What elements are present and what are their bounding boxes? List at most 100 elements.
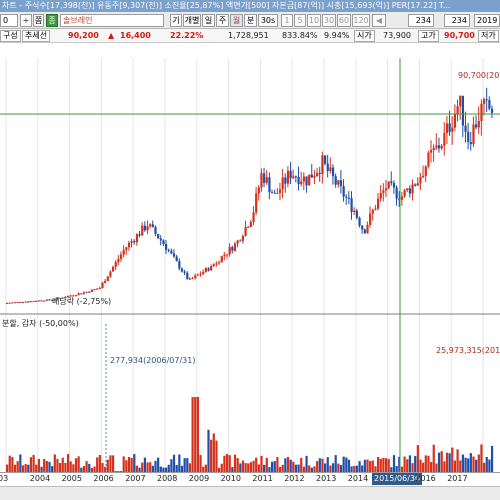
volume-bar bbox=[403, 456, 406, 472]
period-button-month[interactable]: 월 bbox=[230, 14, 243, 27]
volume-bar bbox=[146, 462, 149, 472]
stock-tag-button[interactable]: 쯤 bbox=[33, 14, 44, 27]
volume-bar bbox=[13, 464, 17, 472]
volume-bar bbox=[64, 462, 67, 472]
date-input[interactable]: 2019 bbox=[474, 14, 500, 27]
candle-body bbox=[218, 262, 221, 264]
candle-body bbox=[406, 188, 409, 191]
period-button-30s[interactable]: 30s bbox=[258, 14, 278, 27]
candle-body bbox=[45, 299, 48, 301]
candle-body bbox=[6, 302, 9, 304]
minute-button-5[interactable]: 5 bbox=[294, 14, 306, 27]
volume-bar bbox=[241, 460, 245, 472]
volume-bar bbox=[419, 459, 422, 472]
volume-bar bbox=[135, 465, 139, 472]
volume-bar bbox=[437, 452, 441, 472]
count-input-1[interactable]: 234 bbox=[408, 14, 434, 27]
period-button-day[interactable]: 일 bbox=[202, 14, 215, 27]
volume-bar bbox=[424, 455, 427, 472]
candle-body bbox=[35, 301, 38, 303]
volume-bar bbox=[236, 458, 239, 472]
candle-body bbox=[326, 163, 329, 172]
stock-code-input[interactable]: 0 bbox=[0, 14, 18, 27]
candle-body bbox=[101, 283, 104, 288]
period-button-minute[interactable]: 분 bbox=[244, 14, 257, 27]
candle-body bbox=[127, 242, 131, 248]
candle-body bbox=[138, 234, 141, 236]
candle-body bbox=[125, 247, 128, 251]
volume-bar bbox=[430, 462, 433, 472]
candle-body bbox=[80, 293, 83, 295]
scroll-left-icon[interactable]: ◀ bbox=[372, 14, 386, 27]
volume-bar bbox=[59, 462, 62, 472]
volume-bar bbox=[19, 454, 22, 472]
candle-body bbox=[485, 99, 488, 101]
candle-body bbox=[416, 183, 419, 186]
volume-bar bbox=[16, 461, 19, 472]
stock-name-field[interactable]: 솔브레인 bbox=[60, 14, 164, 27]
volume-rate: 833.84% bbox=[282, 31, 318, 40]
volume-bar bbox=[443, 461, 446, 472]
volume-bar bbox=[6, 464, 9, 472]
candle-body bbox=[302, 176, 305, 182]
candle-body bbox=[159, 238, 162, 241]
candle-body bbox=[472, 124, 475, 145]
minute-button-60[interactable]: 60 bbox=[337, 14, 351, 27]
volume-bar bbox=[170, 459, 173, 472]
stock-arrows-button[interactable]: ÷ bbox=[20, 14, 32, 27]
candle-body bbox=[119, 254, 123, 259]
count-input-2[interactable]: 234 bbox=[444, 14, 470, 27]
volume-bar bbox=[143, 457, 146, 472]
max-price-annotation: 90,700(2019/ bbox=[458, 71, 500, 80]
candle-body bbox=[228, 247, 231, 255]
candle-body bbox=[212, 264, 215, 267]
composition-button[interactable]: 구성 bbox=[0, 30, 21, 42]
candle-body bbox=[180, 268, 184, 272]
volume-bar bbox=[273, 461, 276, 472]
minute-button-30[interactable]: 30 bbox=[322, 14, 336, 27]
volume-bar bbox=[292, 461, 295, 472]
volume-bar bbox=[427, 455, 430, 472]
volume-bar bbox=[469, 453, 472, 472]
minute-button-1[interactable]: 1 bbox=[281, 14, 293, 27]
volume-bar bbox=[281, 464, 284, 472]
minute-button-10[interactable]: 10 bbox=[307, 14, 321, 27]
period-button-gi[interactable]: 기 bbox=[170, 14, 182, 27]
volume-bars bbox=[6, 397, 494, 472]
candle-body bbox=[96, 288, 99, 290]
candle-body bbox=[117, 258, 120, 262]
candle-body bbox=[223, 254, 226, 257]
volume-bar bbox=[106, 459, 109, 472]
x-tick-label: 2012 bbox=[284, 474, 305, 483]
candle-body bbox=[82, 292, 86, 294]
volume-bar bbox=[191, 397, 194, 472]
volume-bar bbox=[448, 453, 451, 472]
volume-bar bbox=[252, 460, 255, 472]
volume-bar bbox=[212, 433, 215, 472]
candle-body bbox=[204, 268, 207, 272]
minute-button-120[interactable]: 120 bbox=[352, 14, 370, 27]
volume-bar bbox=[180, 465, 184, 472]
open-label: 시가 bbox=[354, 30, 375, 42]
candle-body bbox=[424, 166, 427, 176]
volume-bar bbox=[464, 457, 467, 472]
volume-bar bbox=[77, 456, 80, 472]
x-tick-label: 2009 bbox=[188, 474, 210, 483]
period-button-individual[interactable]: 개별 bbox=[183, 14, 201, 27]
candle-body bbox=[361, 225, 364, 230]
volume-bar bbox=[188, 463, 192, 472]
period-button-week[interactable]: 주 bbox=[216, 14, 229, 27]
volume-bar bbox=[157, 457, 160, 472]
candle-body bbox=[93, 289, 96, 291]
volume-bar bbox=[127, 457, 131, 472]
candle-body bbox=[353, 210, 356, 213]
volume-bar bbox=[289, 459, 292, 472]
volume-bar bbox=[80, 467, 83, 472]
price-volume-chart[interactable] bbox=[0, 44, 500, 472]
volume-bar bbox=[98, 454, 101, 472]
dividend-annotation: 배당락 (-2,75%) bbox=[52, 297, 112, 306]
volume-bar bbox=[488, 459, 491, 472]
green-tag-button[interactable]: 종 bbox=[46, 14, 58, 27]
volume-bar bbox=[406, 459, 409, 472]
trendline-button[interactable]: 추세선 bbox=[22, 30, 51, 42]
